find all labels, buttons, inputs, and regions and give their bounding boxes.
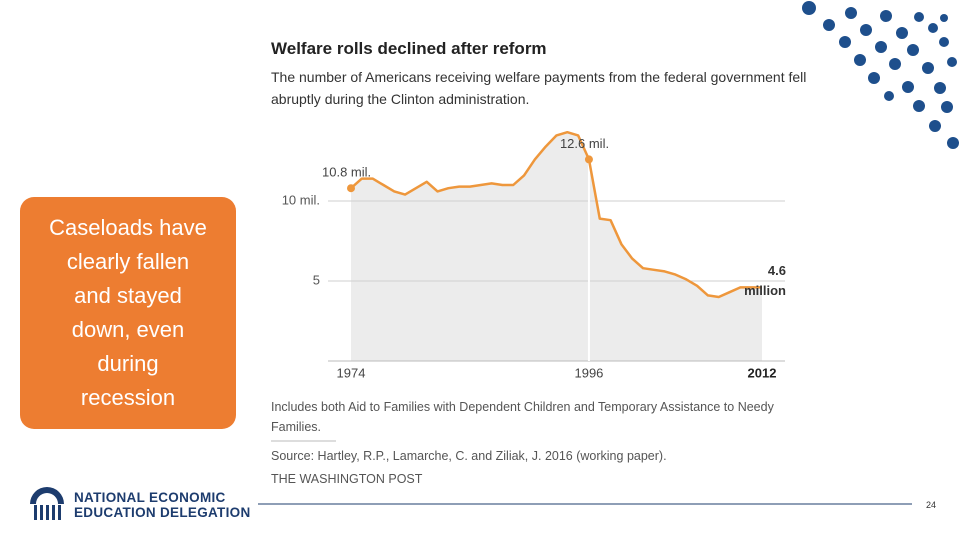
callout-line: clearly fallen bbox=[66, 249, 190, 274]
x-tick-label: 1974 bbox=[337, 365, 366, 380]
annotation-label: 4.6 bbox=[768, 263, 786, 278]
chart-note: Includes both Aid to Families with Depen… bbox=[271, 400, 774, 434]
chart-title: Welfare rolls declined after reform bbox=[271, 39, 547, 58]
annotation-label: 12.6 mil. bbox=[560, 136, 609, 151]
annotation-dot bbox=[584, 155, 593, 164]
y-tick-label: 10 mil. bbox=[282, 192, 320, 207]
callout-box: Caseloads have clearly fallen and stayed do… bbox=[20, 197, 236, 429]
logo-text: NATIONAL ECONOMIC EDUCATION DELEGATION bbox=[74, 490, 251, 520]
x-tick-label: 2012 bbox=[748, 365, 777, 380]
y-tick-label: 5 bbox=[313, 272, 320, 287]
line bbox=[350, 130, 762, 299]
callout-line: Caseloads have bbox=[49, 215, 207, 240]
logo-line: NATIONAL ECONOMIC bbox=[74, 490, 226, 505]
callout-line: during bbox=[97, 351, 159, 376]
callout-line: and stayed bbox=[74, 283, 182, 308]
chart-credit: THE WASHINGTON POST bbox=[271, 472, 423, 486]
decorative-dots bbox=[802, 1, 959, 149]
annotation-label: million bbox=[744, 283, 786, 298]
callout-line: recession bbox=[80, 385, 176, 410]
logo-icon bbox=[30, 487, 64, 520]
x-tick-label: 1996 bbox=[574, 365, 603, 380]
chart-subtitle: The number of Americans receiving welfar… bbox=[271, 69, 807, 107]
logo-line: EDUCATION DELEGATION bbox=[74, 505, 251, 520]
annotation-label: 10.8 mil. bbox=[322, 165, 371, 180]
chart: 10 mil. 5 1974 1996 2012 10.8 mil. 12.6 mil. 4.… bbox=[282, 113, 786, 380]
callout-line: down, even bbox=[71, 317, 185, 342]
annotation-dot bbox=[347, 184, 355, 193]
chart-source: Source: Hartley, R.P., Lamarche, C. and … bbox=[271, 449, 667, 463]
area bbox=[351, 132, 762, 361]
page-number: 24 bbox=[926, 500, 937, 510]
